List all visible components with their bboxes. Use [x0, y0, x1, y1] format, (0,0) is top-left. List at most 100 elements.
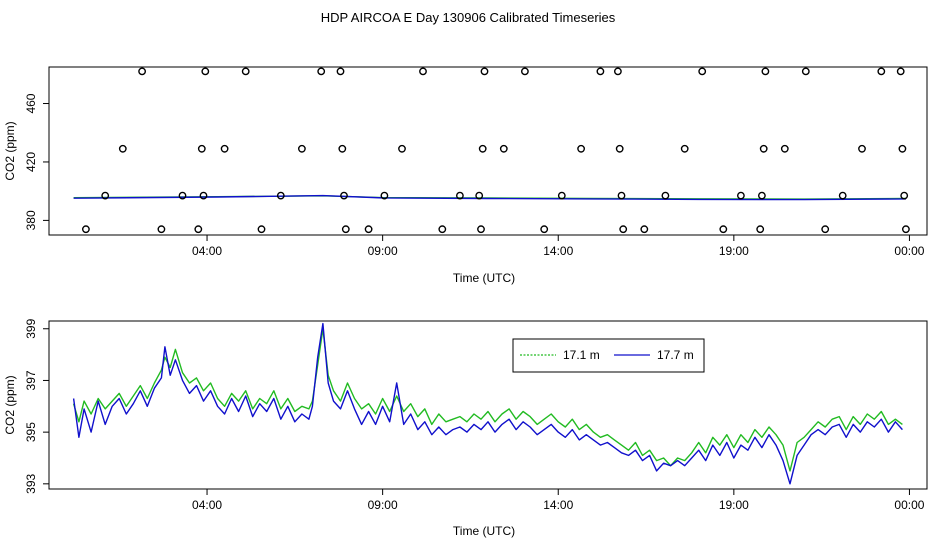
calibration-point [640, 225, 649, 234]
calibration-point [615, 144, 624, 153]
x-tick-label: 04:00 [192, 244, 222, 258]
x-axis: 04:00 09:00 14:00 19:00 00:00 [192, 489, 925, 512]
calibration-point [719, 225, 728, 234]
calibration-point [341, 225, 350, 234]
x-axis-label: Time (UTC) [453, 271, 515, 285]
calibration-point [900, 191, 909, 200]
y-tick-label: 380 [24, 210, 38, 230]
calibration-point [201, 67, 210, 76]
series-line-2 [72, 322, 903, 485]
calibration-point [477, 225, 485, 234]
series-lines [73, 194, 906, 201]
x-tick-label: 09:00 [368, 498, 398, 512]
calibration-point [877, 67, 886, 76]
x-tick-label: 19:00 [719, 498, 749, 512]
calibration-point [257, 225, 266, 234]
calibration-point [614, 67, 622, 76]
calibration-point [101, 191, 110, 200]
x-tick-label: 19:00 [719, 244, 749, 258]
x-axis: 04:00 09:00 14:00 19:00 00:00 [192, 235, 925, 258]
calibration-point [499, 144, 508, 153]
calibration-point [197, 144, 206, 153]
calibration-point [577, 144, 585, 153]
calibration-point [759, 144, 768, 153]
legend-label-17-1: 17.1 m [563, 348, 600, 362]
calibration-point [902, 225, 910, 234]
calibration-point [540, 225, 549, 234]
calibration-point [661, 191, 670, 200]
x-tick-label: 00:00 [894, 498, 924, 512]
x-tick-label: 09:00 [368, 244, 398, 258]
calibration-point [475, 191, 484, 200]
y-axis: 393 395 397 399 [24, 318, 49, 494]
calibration-point [338, 144, 347, 153]
calibration-point [398, 144, 406, 153]
x-tick-label: 04:00 [192, 498, 222, 512]
calibration-point [138, 67, 147, 76]
calibration-point [480, 67, 489, 76]
timeseries-panel: 04:00 09:00 14:00 19:00 00:00 393 395 397 399 1… [3, 318, 928, 538]
calibration-point [220, 144, 229, 153]
calibration-point [858, 144, 866, 153]
y-tick-label: 399 [24, 318, 38, 338]
calibration-point [756, 225, 765, 234]
series-lines [72, 322, 903, 485]
calibration-point [801, 67, 810, 76]
y-tick-label: 395 [24, 422, 38, 442]
y-axis: 380 420 460 [24, 93, 49, 230]
calibration-point [680, 144, 689, 153]
calibration-point [758, 191, 766, 200]
calibration-point [241, 67, 250, 76]
x-tick-label: 14:00 [543, 498, 573, 512]
calibration-point [336, 67, 345, 76]
x-axis-label: Time (UTC) [453, 524, 515, 538]
x-tick-label: 14:00 [543, 244, 573, 258]
calibration-point [619, 225, 628, 234]
calibration-point [455, 191, 464, 200]
calibration-point [698, 67, 707, 76]
calibration-point [317, 67, 326, 76]
calibration-points [82, 67, 910, 234]
calibration-point [82, 225, 90, 234]
plot-frame [48, 66, 928, 236]
series-line-2 [73, 194, 906, 201]
calibration-point [194, 225, 203, 234]
y-tick-label: 460 [24, 93, 38, 113]
calibration-point [596, 67, 605, 76]
calibration-point [896, 67, 905, 76]
calibration-point [297, 144, 306, 153]
calibration-point [157, 225, 166, 234]
calibration-point [761, 67, 770, 76]
calibration-point [617, 191, 626, 200]
x-tick-label: 00:00 [894, 244, 924, 258]
calibration-point [478, 144, 487, 153]
calibration-point [340, 191, 348, 200]
y-tick-label: 420 [24, 152, 38, 172]
calibration-point [821, 225, 830, 234]
calibration-point [199, 191, 208, 200]
calibration-point [557, 191, 566, 200]
legend-label-17-7: 17.7 m [657, 348, 694, 362]
calibration-point [118, 144, 127, 153]
series-line-1 [72, 328, 903, 472]
plot-frame [48, 320, 928, 490]
calibration-point [898, 144, 907, 153]
calibration-point [276, 191, 285, 200]
calibration-point [737, 191, 745, 200]
calibration-point [838, 191, 847, 200]
y-axis-label: CO2 (ppm) [3, 121, 17, 180]
legend: 17.1 m 17.7 m [512, 338, 705, 373]
calibration-point [419, 67, 427, 76]
y-tick-label: 393 [24, 473, 38, 493]
calibration-point [438, 225, 447, 234]
calibration-panel: 04:00 09:00 14:00 19:00 00:00 380 420 460 Time… [3, 66, 928, 285]
y-tick-label: 397 [24, 370, 38, 390]
calibration-point [364, 225, 373, 234]
calibration-point [380, 191, 389, 200]
calibration-point [521, 67, 529, 76]
chart-title: HDP AIRCOA E Day 130906 Calibrated Times… [321, 10, 616, 25]
calibration-point [780, 144, 789, 153]
calibration-point [178, 191, 187, 200]
y-axis-label: CO2 (ppm) [3, 375, 17, 434]
